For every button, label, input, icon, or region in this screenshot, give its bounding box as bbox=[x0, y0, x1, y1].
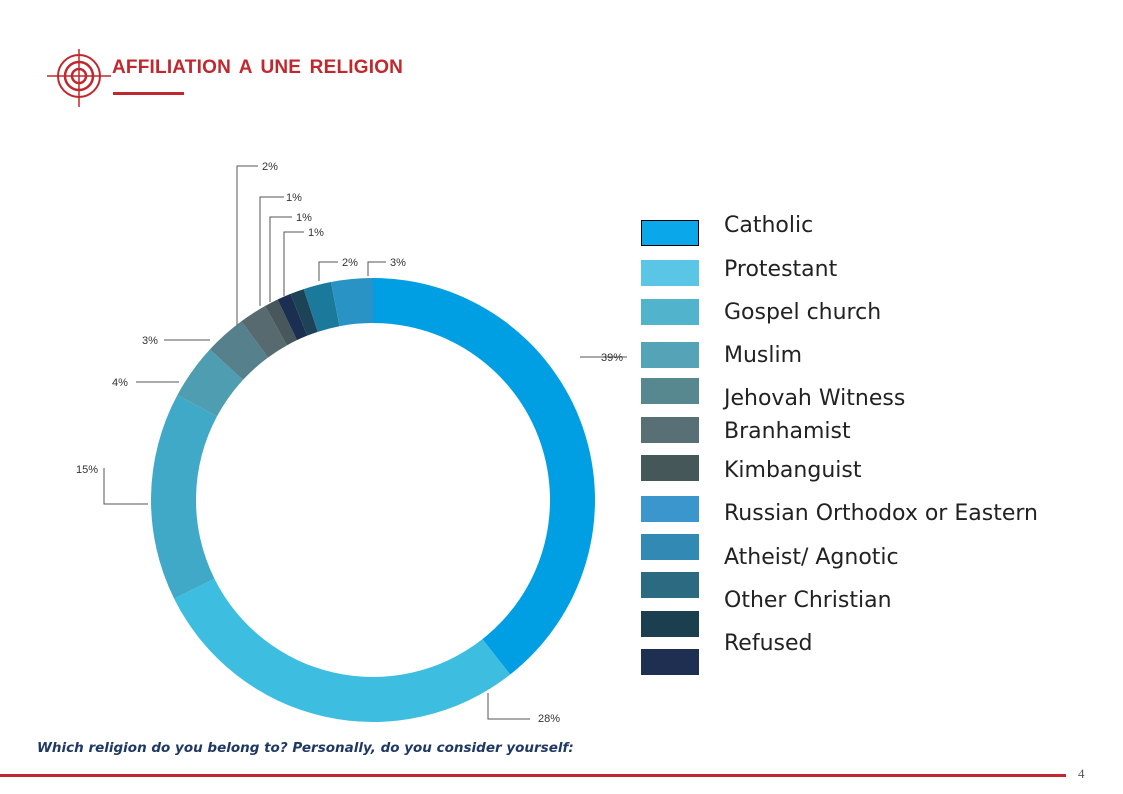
leader-line bbox=[269, 216, 292, 302]
data-label: 4% bbox=[112, 377, 128, 389]
legend-label-protestant: Protestant bbox=[724, 257, 838, 282]
slice-protestant bbox=[174, 578, 511, 722]
slice-russian-orthodox-or-eastern bbox=[330, 278, 373, 327]
data-label: 39% bbox=[601, 352, 623, 364]
slice-gospel-church bbox=[151, 395, 217, 599]
legend-swatch bbox=[641, 260, 699, 286]
page-number: 4 bbox=[1078, 766, 1085, 781]
leader-line bbox=[236, 165, 258, 325]
leader-line bbox=[259, 196, 284, 306]
data-label: 28% bbox=[538, 713, 560, 725]
data-label: 3% bbox=[390, 257, 406, 269]
legend-swatch bbox=[641, 572, 699, 598]
data-label: 3% bbox=[142, 335, 158, 347]
legend-swatch bbox=[641, 496, 699, 522]
legend-swatch bbox=[641, 611, 699, 637]
data-label: 2% bbox=[262, 161, 278, 173]
data-label: 1% bbox=[308, 227, 324, 239]
page-title: AFFILIATION A UNE RELIGION bbox=[112, 57, 404, 78]
legend-label-kimbanguist: Kimbanguist bbox=[724, 458, 862, 483]
legend-swatch bbox=[641, 455, 699, 481]
chart-legend: Catholic Protestant Gospel church Muslim Jeh… bbox=[641, 0, 1111, 700]
legend-swatch bbox=[641, 534, 699, 560]
legend-label-branhamist: Branhamist bbox=[724, 419, 851, 444]
leader-line bbox=[487, 693, 530, 720]
legend-swatch bbox=[641, 220, 699, 246]
slice-atheist-agnotic bbox=[303, 282, 340, 332]
slice-kimbanguist bbox=[265, 299, 297, 346]
slice-catholic bbox=[373, 278, 595, 675]
data-label: 15% bbox=[76, 464, 98, 476]
legend-swatch bbox=[641, 342, 699, 368]
legend-label-refused: Refused bbox=[724, 631, 813, 656]
legend-label-catholic: Catholic bbox=[724, 213, 814, 238]
slice-jehovah-witness bbox=[209, 321, 269, 380]
data-label: 1% bbox=[296, 212, 312, 224]
footer-divider bbox=[0, 774, 1066, 777]
legend-label-russian-orthodox-or-eastern: Russian Orthodox or Eastern bbox=[724, 501, 1038, 526]
legend-label-jehovah-witness: Jehovah Witness bbox=[724, 386, 906, 411]
leader-line bbox=[103, 468, 148, 505]
slice-refused bbox=[277, 293, 308, 341]
data-label: 1% bbox=[286, 192, 302, 204]
legend-label-muslim: Muslim bbox=[724, 343, 803, 368]
leader-line bbox=[283, 231, 304, 296]
legend-label-atheist-agnotic: Atheist/ Agnotic bbox=[724, 545, 899, 570]
slice-branhamist bbox=[241, 306, 287, 358]
legend-label-gospel-church: Gospel church bbox=[724, 300, 882, 325]
target-icon bbox=[47, 49, 111, 107]
leader-line bbox=[318, 261, 338, 281]
legend-swatch bbox=[641, 649, 699, 675]
title-underline bbox=[113, 92, 184, 95]
legend-swatch bbox=[641, 299, 699, 325]
legend-swatch bbox=[641, 378, 699, 404]
legend-swatch bbox=[641, 417, 699, 443]
leader-line bbox=[367, 261, 386, 276]
slice-muslim bbox=[177, 349, 243, 417]
data-label: 2% bbox=[342, 257, 358, 269]
slice-other-christian bbox=[290, 289, 318, 336]
legend-label-other-christian: Other Christian bbox=[724, 588, 892, 613]
donut-chart: 39% 28% 15% 4% 3% 2% 1% 1% 1% 2% 3% bbox=[76, 161, 627, 725]
survey-question: Which religion do you belong to? Persona… bbox=[37, 740, 574, 756]
